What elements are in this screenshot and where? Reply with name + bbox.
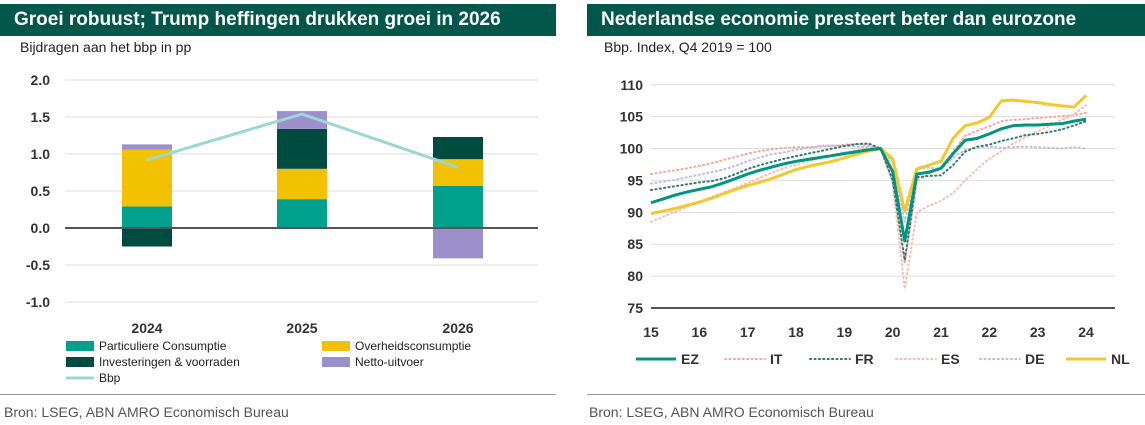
x-tick-label: 15 <box>643 324 659 340</box>
bar-segment <box>433 136 483 160</box>
legend-label: ES <box>941 351 960 367</box>
y-tick-label: 85 <box>627 236 643 252</box>
y-tick-label: 80 <box>627 268 643 284</box>
right-line-chart: 75 80 85 90 95 100 105 110 15 16 17 18 19 20 21 22 23 24 E… <box>620 77 1130 367</box>
left-source: Bron: LSEG, ABN AMRO Economisch Bureau <box>4 404 289 420</box>
y-tick-label: 95 <box>627 172 643 188</box>
y-tick-label: 100 <box>620 141 644 157</box>
bar-segment <box>122 144 172 150</box>
x-tick-label: 17 <box>740 324 756 340</box>
bar-segment <box>433 228 483 259</box>
x-tick-label: 19 <box>837 324 853 340</box>
x-tick-label: 2026 <box>442 320 473 336</box>
y-tick-label: 105 <box>620 109 644 125</box>
legend-swatch <box>66 341 94 351</box>
bar-segment <box>277 111 327 129</box>
y-tick-label: 2.0 <box>31 72 51 88</box>
series-line-fr <box>650 120 1087 262</box>
legend-label: Overheidsconsumptie <box>355 339 471 353</box>
bar-segment <box>433 159 483 186</box>
bar-segment <box>433 185 483 228</box>
y-tick-label: 110 <box>620 77 643 93</box>
legend-label: IT <box>770 351 783 367</box>
x-tick-label: 23 <box>1030 324 1046 340</box>
legend-label: EZ <box>681 351 699 367</box>
bar-segment <box>277 128 327 169</box>
x-tick-label: 20 <box>885 324 901 340</box>
y-tick-label: -1.0 <box>26 294 50 310</box>
x-tick-label: 16 <box>692 324 708 340</box>
bar-segment <box>122 206 172 228</box>
series-line-it <box>650 111 1087 265</box>
right-divider <box>587 394 1145 395</box>
left-chart-subtitle: Bijdragen aan het bbp in pp <box>20 39 192 55</box>
y-tick-label: 1.0 <box>31 146 51 162</box>
bar-segment <box>122 149 172 207</box>
bar-segment <box>277 168 327 200</box>
bbp-line <box>146 112 459 169</box>
right-chart-subtitle: Bbp. Index, Q4 2019 = 100 <box>604 39 772 55</box>
x-tick-label: 21 <box>933 324 949 340</box>
x-tick-label: 18 <box>788 324 804 340</box>
y-tick-label: 75 <box>627 300 643 316</box>
bar-segment <box>122 228 172 247</box>
x-tick-label: 2024 <box>131 320 162 336</box>
y-tick-label: 90 <box>627 204 643 220</box>
x-tick-label: 24 <box>1078 324 1094 340</box>
x-tick-label: 22 <box>982 324 998 340</box>
left-bar-chart: -1.0 -0.5 0.0 0.5 1.0 1.5 2.0 2024 2025 2026 Parti… <box>26 72 538 385</box>
series-line-de <box>650 144 1087 223</box>
legend-swatch <box>322 341 350 351</box>
legend-swatch <box>322 357 350 367</box>
left-chart-panel: Groei robuust; Trump heffingen drukken g… <box>0 0 556 425</box>
legend-label: NL <box>1111 351 1130 367</box>
y-tick-label: 1.5 <box>31 109 51 125</box>
x-tick-label: 2025 <box>286 320 317 336</box>
left-divider <box>0 394 556 395</box>
legend-label: Investeringen & voorraden <box>99 355 240 369</box>
legend-label: FR <box>855 351 874 367</box>
right-source: Bron: LSEG, ABN AMRO Economisch Bureau <box>589 404 874 420</box>
legend-label: Netto-uitvoer <box>355 355 424 369</box>
legend-label: DE <box>1025 351 1044 367</box>
series-line-nl <box>650 94 1088 216</box>
left-chart-title: Groei robuust; Trump heffingen drukken g… <box>0 4 556 36</box>
bar-segment <box>277 199 327 228</box>
series-line-ez <box>650 117 1087 243</box>
legend-swatch <box>66 357 94 367</box>
y-tick-label: 0.5 <box>31 183 51 199</box>
legend-label: Particuliere Consumptie <box>99 339 227 353</box>
y-tick-label: -0.5 <box>26 257 50 273</box>
legend-label: Bbp <box>99 371 121 385</box>
y-tick-label: 0.0 <box>31 220 51 236</box>
right-chart-panel: Nederlandse economie presteert beter dan… <box>587 0 1145 425</box>
right-chart-title: Nederlandse economie presteert beter dan… <box>587 4 1145 36</box>
